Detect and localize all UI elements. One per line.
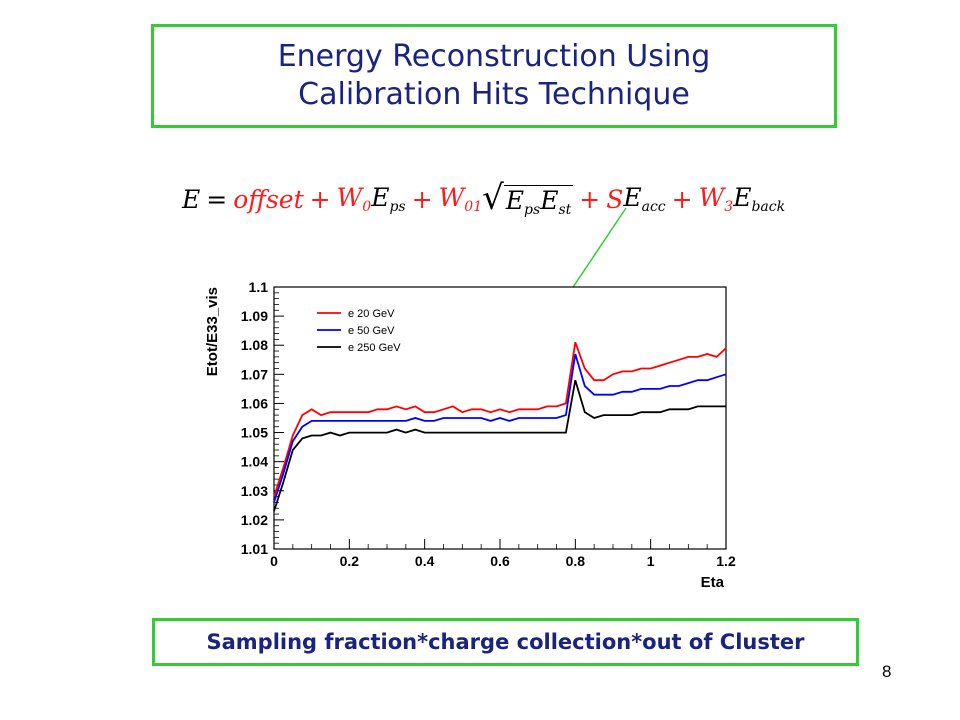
x-tick-label-6: 1.2 — [716, 553, 736, 569]
slide-title-line2: Calibration Hits Technique — [298, 77, 690, 112]
y-tick-label-3: 1.04 — [241, 454, 268, 470]
x-tick-label-0: 0 — [270, 553, 278, 569]
y-tick-label-2: 1.03 — [241, 483, 268, 499]
page-number: 8 — [882, 662, 892, 681]
x-axis-label: Eta — [701, 574, 725, 591]
x-tick-label-3: 0.6 — [490, 553, 510, 569]
y-tick-label-8: 1.09 — [241, 308, 268, 324]
formula-sqrt: √ EpsEst — [482, 177, 574, 218]
legend-label-2: e 250 GeV — [348, 342, 401, 354]
y-tick-label-5: 1.06 — [241, 395, 268, 411]
formula-plus-2: + — [411, 184, 433, 214]
y-tick-label-9: 1.1 — [249, 279, 269, 295]
formula-eacc: Eacc — [623, 183, 666, 215]
formula-w01: W01 — [438, 183, 483, 215]
energy-formula: E = offset + W0 Eps + W01 √ EpsEst + S E… — [182, 174, 822, 224]
formula-w0: W0 — [336, 183, 372, 215]
y-tick-label-1: 1.02 — [241, 512, 268, 528]
formula-eps: Eps — [371, 183, 406, 215]
slide-title-line1: Energy Reconstruction Using — [277, 39, 711, 74]
y-axis-label: Etot/E33_vis — [204, 287, 221, 376]
y-tick-label-6: 1.07 — [241, 366, 268, 382]
legend-label-1: e 50 GeV — [348, 325, 395, 337]
formula-plus-3: + — [579, 184, 601, 214]
sqrt-sign: √ — [482, 177, 504, 218]
y-tick-label-4: 1.05 — [241, 425, 268, 441]
footer-text: Sampling fraction*charge collection*out … — [206, 630, 805, 654]
footer-box: Sampling fraction*charge collection*out … — [152, 618, 859, 666]
formula-eback: Eback — [733, 183, 786, 215]
series-line-1 — [273, 353, 727, 503]
formula-offset: offset — [233, 184, 304, 214]
formula-plus-4: + — [671, 184, 693, 214]
y-tick-label-0: 1.01 — [241, 541, 268, 557]
series-line-2 — [273, 379, 726, 512]
x-tick-label-1: 0.2 — [340, 553, 360, 569]
x-tick-label-5: 1 — [647, 553, 655, 569]
slide-title-box: Energy Reconstruction Using Calibration … — [151, 24, 837, 128]
formula-equals: = — [206, 184, 228, 214]
formula-s: S — [606, 184, 624, 214]
legend-label-0: e 20 GeV — [348, 308, 395, 320]
formula-w3: W3 — [698, 183, 734, 215]
line-chart: 1.01 1.02 1.03 1.04 1.05 1.06 1.07 1.08 1.09 1.1 0… — [204, 279, 736, 591]
y-tick-label-7: 1.08 — [241, 337, 268, 353]
formula-e: E — [182, 184, 201, 214]
x-tick-label-2: 0.4 — [415, 553, 435, 569]
series-line-0 — [273, 341, 727, 497]
formula-plus-1: + — [309, 184, 331, 214]
sqrt-body: EpsEst — [503, 184, 574, 218]
x-tick-label-4: 0.8 — [566, 553, 586, 569]
